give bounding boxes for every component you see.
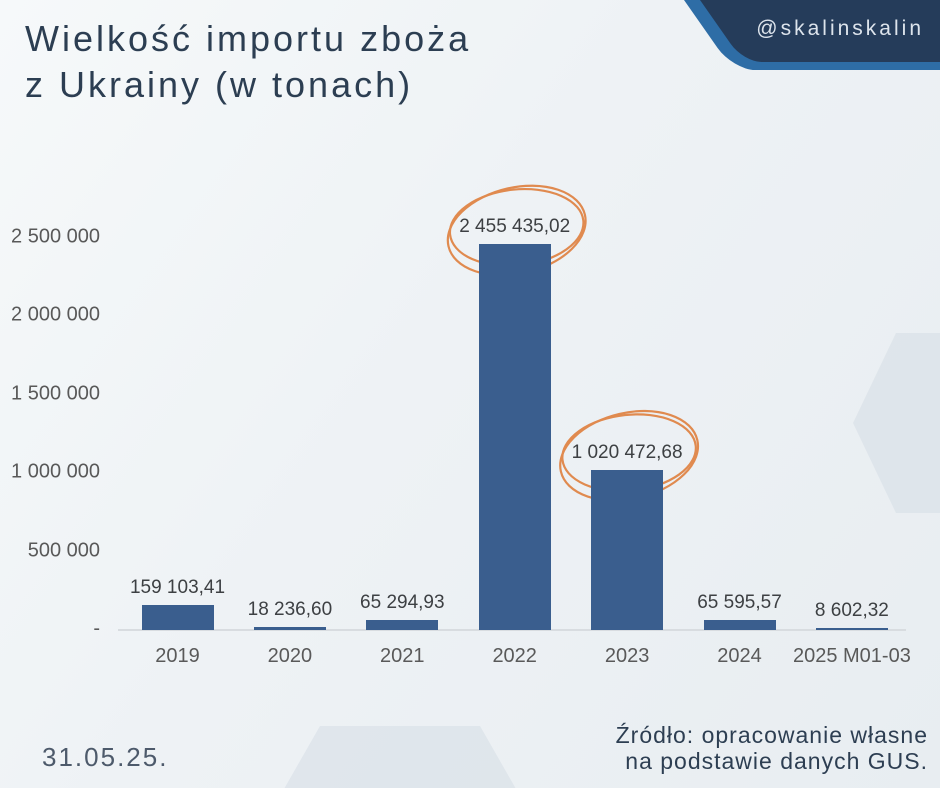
bar-2023 xyxy=(591,469,664,630)
bar-value-label-2020: 18 236,60 xyxy=(247,599,333,621)
bar-value-label-2022: 2 455 435,02 xyxy=(459,216,571,238)
bar-value-label-2023: 1 020 472,68 xyxy=(571,441,683,463)
y-axis-tick: 1 000 000 xyxy=(11,460,100,483)
y-axis-tick: 2 500 000 xyxy=(11,225,100,247)
bar-value-label-2025 M01-03: 8 602,32 xyxy=(814,600,889,621)
x-axis-tick-2023: 2023 xyxy=(604,645,650,667)
bar-value-label-2019: 159 103,41 xyxy=(129,577,226,599)
bar-2020 xyxy=(253,627,326,630)
bar-2025 M01-03 xyxy=(815,628,888,630)
x-axis-line xyxy=(118,629,906,631)
y-axis-tick: - xyxy=(93,617,100,640)
y-axis-tick: 2 000 000 xyxy=(11,303,100,326)
x-axis-tick-2022: 2022 xyxy=(492,645,537,667)
x-axis-tick-2025 M01-03: 2025 M01-03 xyxy=(792,645,911,667)
bar-2022 xyxy=(478,244,551,630)
page-title-line2: z Ukrainy (w tonach) xyxy=(25,64,414,105)
source-note-line2: na podstawie danych GUS. xyxy=(625,748,928,774)
y-axis-tick: 1 500 000 xyxy=(11,382,100,404)
x-axis-tick-2024: 2024 xyxy=(717,645,762,667)
bar-value-label-2021: 65 294,93 xyxy=(360,591,445,613)
x-axis-tick-2019: 2019 xyxy=(155,645,200,667)
y-axis-tick: 500 000 xyxy=(27,539,100,561)
source-note: Źródło: opracowanie własne na podstawie d… xyxy=(616,722,928,774)
bar-2019 xyxy=(141,605,214,630)
x-axis-tick-2021: 2021 xyxy=(380,645,425,667)
page-title-line1: Wielkość importu zboża xyxy=(25,18,472,59)
x-axis-tick-2020: 2020 xyxy=(267,645,313,667)
bar-2024 xyxy=(703,619,776,630)
page-title: Wielkość importu zboża z Ukrainy (w tonac… xyxy=(25,16,471,108)
bar-value-label-2024: 65 595,57 xyxy=(697,591,782,613)
bar-2021 xyxy=(366,619,439,630)
social-handle: @skalinskalin xyxy=(756,17,924,40)
source-note-line1: Źródło: opracowanie własne xyxy=(615,722,928,748)
date-label: 31.05.25. xyxy=(42,742,169,772)
